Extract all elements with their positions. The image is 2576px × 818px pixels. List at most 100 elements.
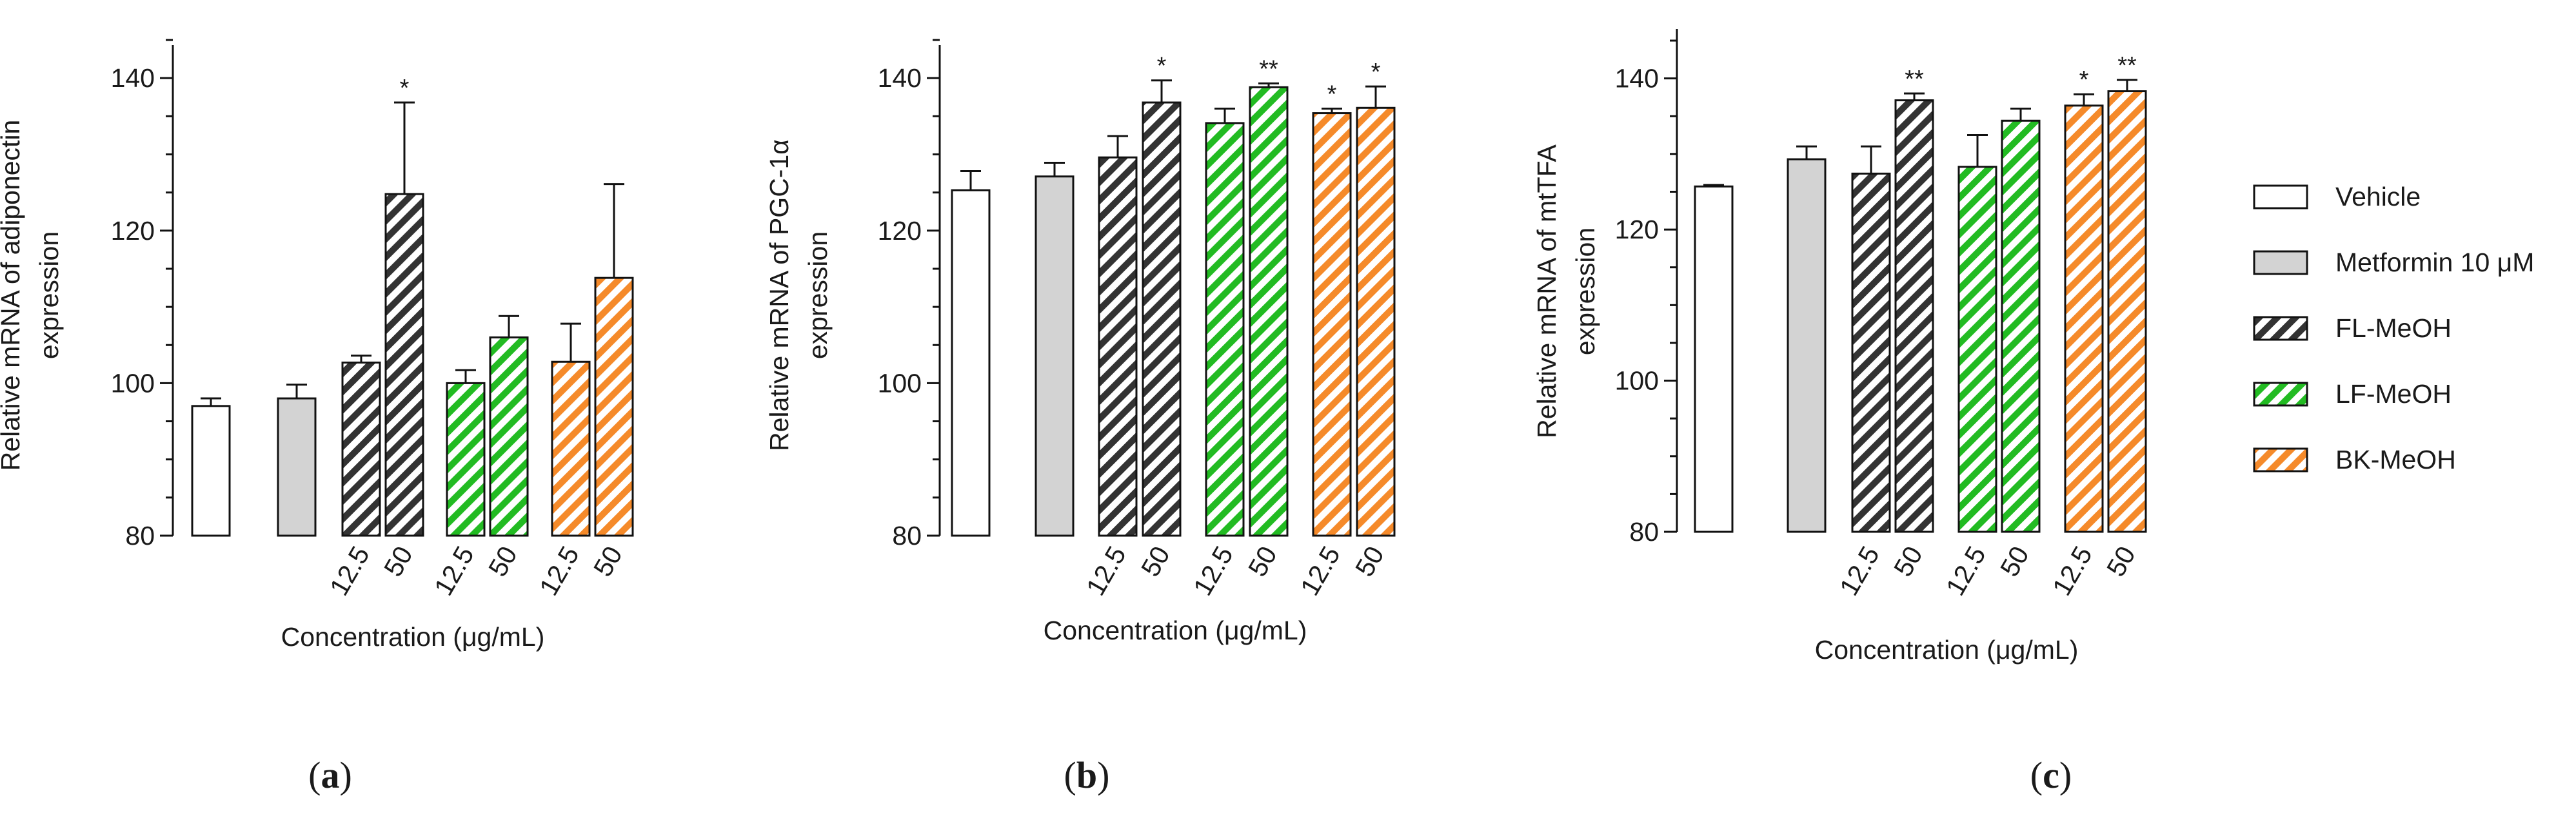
bar-lf-12.5: 12.5 bbox=[428, 369, 486, 601]
x-tick-label: 12.5 bbox=[533, 541, 585, 601]
significance-marker: * bbox=[400, 75, 410, 102]
bar-rect bbox=[191, 405, 231, 537]
legend-label: FL-MeOH bbox=[2335, 313, 2452, 343]
panel-label-part: b bbox=[1076, 754, 1097, 796]
legend-label: LF-MeOH bbox=[2335, 379, 2452, 409]
bar-bk-12.5: * 12.5 bbox=[2046, 66, 2104, 601]
y-tick-label: 80 bbox=[125, 521, 155, 550]
y-tick-label: 100 bbox=[878, 368, 922, 398]
legend-label: Vehicle bbox=[2335, 182, 2421, 211]
bar-fl-50: * 50 bbox=[1135, 53, 1182, 581]
bar-bk-12.5: * 12.5 bbox=[1294, 81, 1352, 601]
y-axis-label-line: Relative mRNA of PGC-1α bbox=[764, 139, 794, 451]
bar-vehicle bbox=[191, 397, 231, 537]
bar-bk-12.5: 12.5 bbox=[533, 322, 591, 601]
bar-rect bbox=[951, 189, 991, 537]
bar-rect bbox=[1035, 175, 1075, 537]
y-tick-label: 140 bbox=[111, 63, 155, 93]
significance-marker: * bbox=[1371, 59, 1381, 86]
y-tick-label: 100 bbox=[111, 368, 155, 398]
bar-rect bbox=[1356, 106, 1396, 537]
legend-label: Metformin 10 μM bbox=[2335, 248, 2534, 277]
bar-rect bbox=[1694, 185, 1734, 533]
x-tick-label: 12.5 bbox=[1940, 541, 1992, 601]
legend-swatch bbox=[2253, 250, 2308, 275]
x-tick-label: 12.5 bbox=[1834, 541, 1885, 601]
bar-rect bbox=[446, 382, 486, 537]
panel-label: (c) bbox=[2030, 754, 2072, 796]
bar-rect bbox=[1894, 99, 1934, 533]
x-tick-label: 50 bbox=[1994, 541, 2035, 581]
y-tick-label: 120 bbox=[878, 216, 922, 246]
legend-item-lf: LF-MeOH bbox=[2253, 379, 2452, 409]
bar-rect bbox=[594, 277, 634, 537]
chart-panel-b: 80 100 120 140 Relative mRNA of PGC-1α expres… bbox=[764, 39, 1396, 796]
bar-rect bbox=[2001, 119, 2041, 533]
y-tick-label: 120 bbox=[111, 216, 155, 246]
bar-lf-12.5: 12.5 bbox=[1187, 107, 1245, 601]
bar-vehicle bbox=[1694, 184, 1734, 533]
panel-label-part: ) bbox=[2059, 754, 2072, 796]
legend-swatch bbox=[2253, 184, 2308, 209]
legend-item-fl: FL-MeOH bbox=[2253, 313, 2452, 343]
x-tick-label: 12.5 bbox=[428, 541, 480, 601]
x-tick-label: 50 bbox=[1349, 541, 1390, 581]
bar-rect bbox=[1312, 112, 1352, 537]
x-tick-label: 12.5 bbox=[324, 541, 375, 601]
bar-bk-50: * 50 bbox=[1349, 59, 1396, 581]
bar-metformin bbox=[1787, 145, 1827, 533]
chart-panels: 80 100 120 140 Relative mRNA of adiponectin e… bbox=[0, 29, 2147, 796]
significance-marker: ** bbox=[2117, 52, 2137, 79]
legend-swatch bbox=[2253, 447, 2308, 472]
x-tick-label: 12.5 bbox=[1080, 541, 1132, 601]
chart-panel-c: 80 100 120 140 Relative mRNA of mtTFA express… bbox=[1532, 29, 2147, 796]
legend-item-bk: BK-MeOH bbox=[2253, 445, 2456, 474]
y-axis-label-line: Relative mRNA of adiponectin bbox=[0, 120, 25, 471]
bar-rect bbox=[1098, 156, 1138, 537]
bar-lf-50: 50 bbox=[482, 315, 529, 581]
bar-lf-50: 50 bbox=[1994, 108, 2041, 581]
bar-lf-50: ** 50 bbox=[1242, 55, 1289, 581]
bar-fl-12.5: 12.5 bbox=[1834, 145, 1891, 601]
significance-marker: ** bbox=[1259, 55, 1278, 83]
y-tick-label: 80 bbox=[1629, 517, 1659, 547]
significance-marker: * bbox=[1157, 53, 1167, 80]
x-tick-label: 50 bbox=[1888, 541, 1928, 581]
x-tick-label: 50 bbox=[2101, 541, 2141, 581]
bar-metformin bbox=[277, 384, 317, 537]
bar-rect bbox=[1787, 158, 1827, 533]
bar-rect bbox=[1249, 86, 1289, 537]
y-axis-label-line: Relative mRNA of mtTFA bbox=[1532, 144, 1561, 438]
panel-label: (a) bbox=[308, 754, 352, 796]
panel-label-part: ) bbox=[340, 754, 352, 796]
significance-marker: * bbox=[1327, 81, 1337, 108]
bar-rect bbox=[1957, 166, 1997, 533]
y-axis-label-line: expression bbox=[1570, 228, 1600, 355]
legend-swatch bbox=[2253, 382, 2308, 407]
bar-fl-50: * 50 bbox=[378, 75, 424, 581]
x-tick-label: 50 bbox=[482, 541, 523, 581]
chart-panel-a: 80 100 120 140 Relative mRNA of adiponectin e… bbox=[0, 39, 634, 796]
bar-vehicle bbox=[951, 170, 991, 537]
x-tick-label: 12.5 bbox=[2046, 541, 2098, 601]
panel-label-part: ( bbox=[1064, 754, 1076, 796]
bar-rect bbox=[341, 361, 381, 537]
significance-marker: * bbox=[2079, 66, 2089, 93]
legend-item-metformin: Metformin 10 μM bbox=[2253, 248, 2534, 277]
y-axis-label: Relative mRNA of mtTFA expression bbox=[1532, 144, 1600, 438]
panel-label-part: ( bbox=[2030, 754, 2043, 796]
legend-label: BK-MeOH bbox=[2335, 445, 2456, 474]
x-tick-label: 12.5 bbox=[1187, 541, 1239, 601]
bar-rect bbox=[1142, 101, 1182, 537]
y-axis-label-line: expression bbox=[803, 231, 833, 359]
bar-rect bbox=[277, 397, 317, 537]
y-tick-label: 140 bbox=[878, 63, 922, 93]
x-tick-label: 50 bbox=[1135, 541, 1176, 581]
panel-label-part: ( bbox=[308, 754, 321, 796]
y-axis-label-line: expression bbox=[34, 231, 64, 359]
y-axis-label: Relative mRNA of PGC-1α expression bbox=[764, 139, 833, 451]
bar-rect bbox=[551, 360, 591, 537]
x-axis-label: Concentration (μg/mL) bbox=[1044, 616, 1307, 645]
bar-metformin bbox=[1035, 161, 1075, 537]
x-tick-label: 50 bbox=[378, 541, 419, 581]
